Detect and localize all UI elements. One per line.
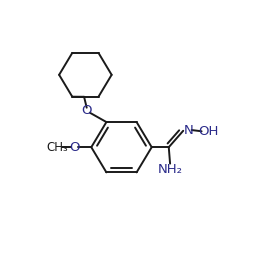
Text: OH: OH (199, 125, 219, 138)
Text: N: N (184, 123, 194, 137)
Text: O: O (82, 104, 92, 117)
Text: CH₃: CH₃ (46, 141, 68, 154)
Text: NH₂: NH₂ (158, 163, 183, 176)
Text: O: O (69, 141, 79, 154)
